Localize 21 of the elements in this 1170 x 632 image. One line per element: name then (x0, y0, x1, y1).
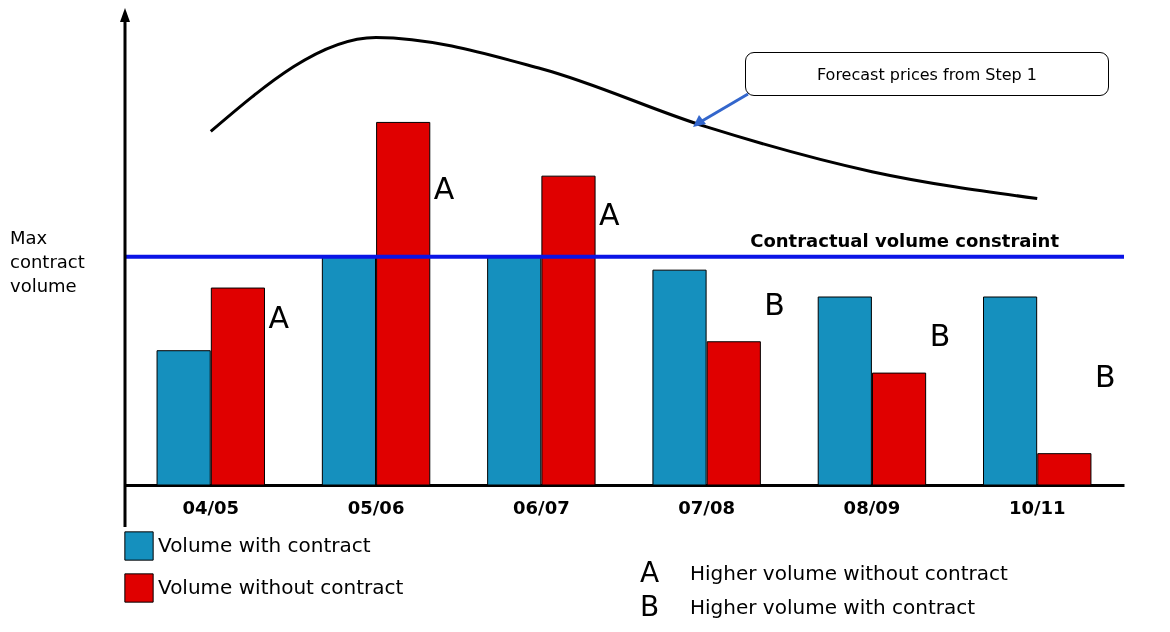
annotation: A (599, 197, 621, 233)
x-tick-label: 08/09 (843, 496, 901, 518)
annotation: B (764, 286, 785, 322)
ref-line-label: Contractual volume constraint (750, 229, 1060, 251)
text: Higher volume with contract (690, 595, 977, 619)
callout-box: Forecast prices from Step 1 (745, 52, 1109, 96)
x-tick-label: 10/11 (1008, 496, 1066, 518)
x-tick-label: 06/07 (513, 496, 570, 518)
legend-label: Volume with contract (158, 533, 371, 557)
annotation: A (433, 170, 455, 206)
x-tick-label: 07/08 (678, 496, 735, 518)
text: A (640, 556, 661, 590)
legend-label: Volume without contract (158, 575, 404, 599)
text: Max contract volume (10, 226, 86, 298)
annotation: B (1094, 358, 1116, 394)
x-tick-label: 05/06 (347, 496, 405, 518)
text: Higher volume without contract (690, 561, 1008, 585)
text: B (640, 590, 661, 624)
x-tick-label: 04/05 (182, 496, 240, 518)
annotation: A (268, 300, 290, 336)
annotation: B (929, 318, 951, 354)
